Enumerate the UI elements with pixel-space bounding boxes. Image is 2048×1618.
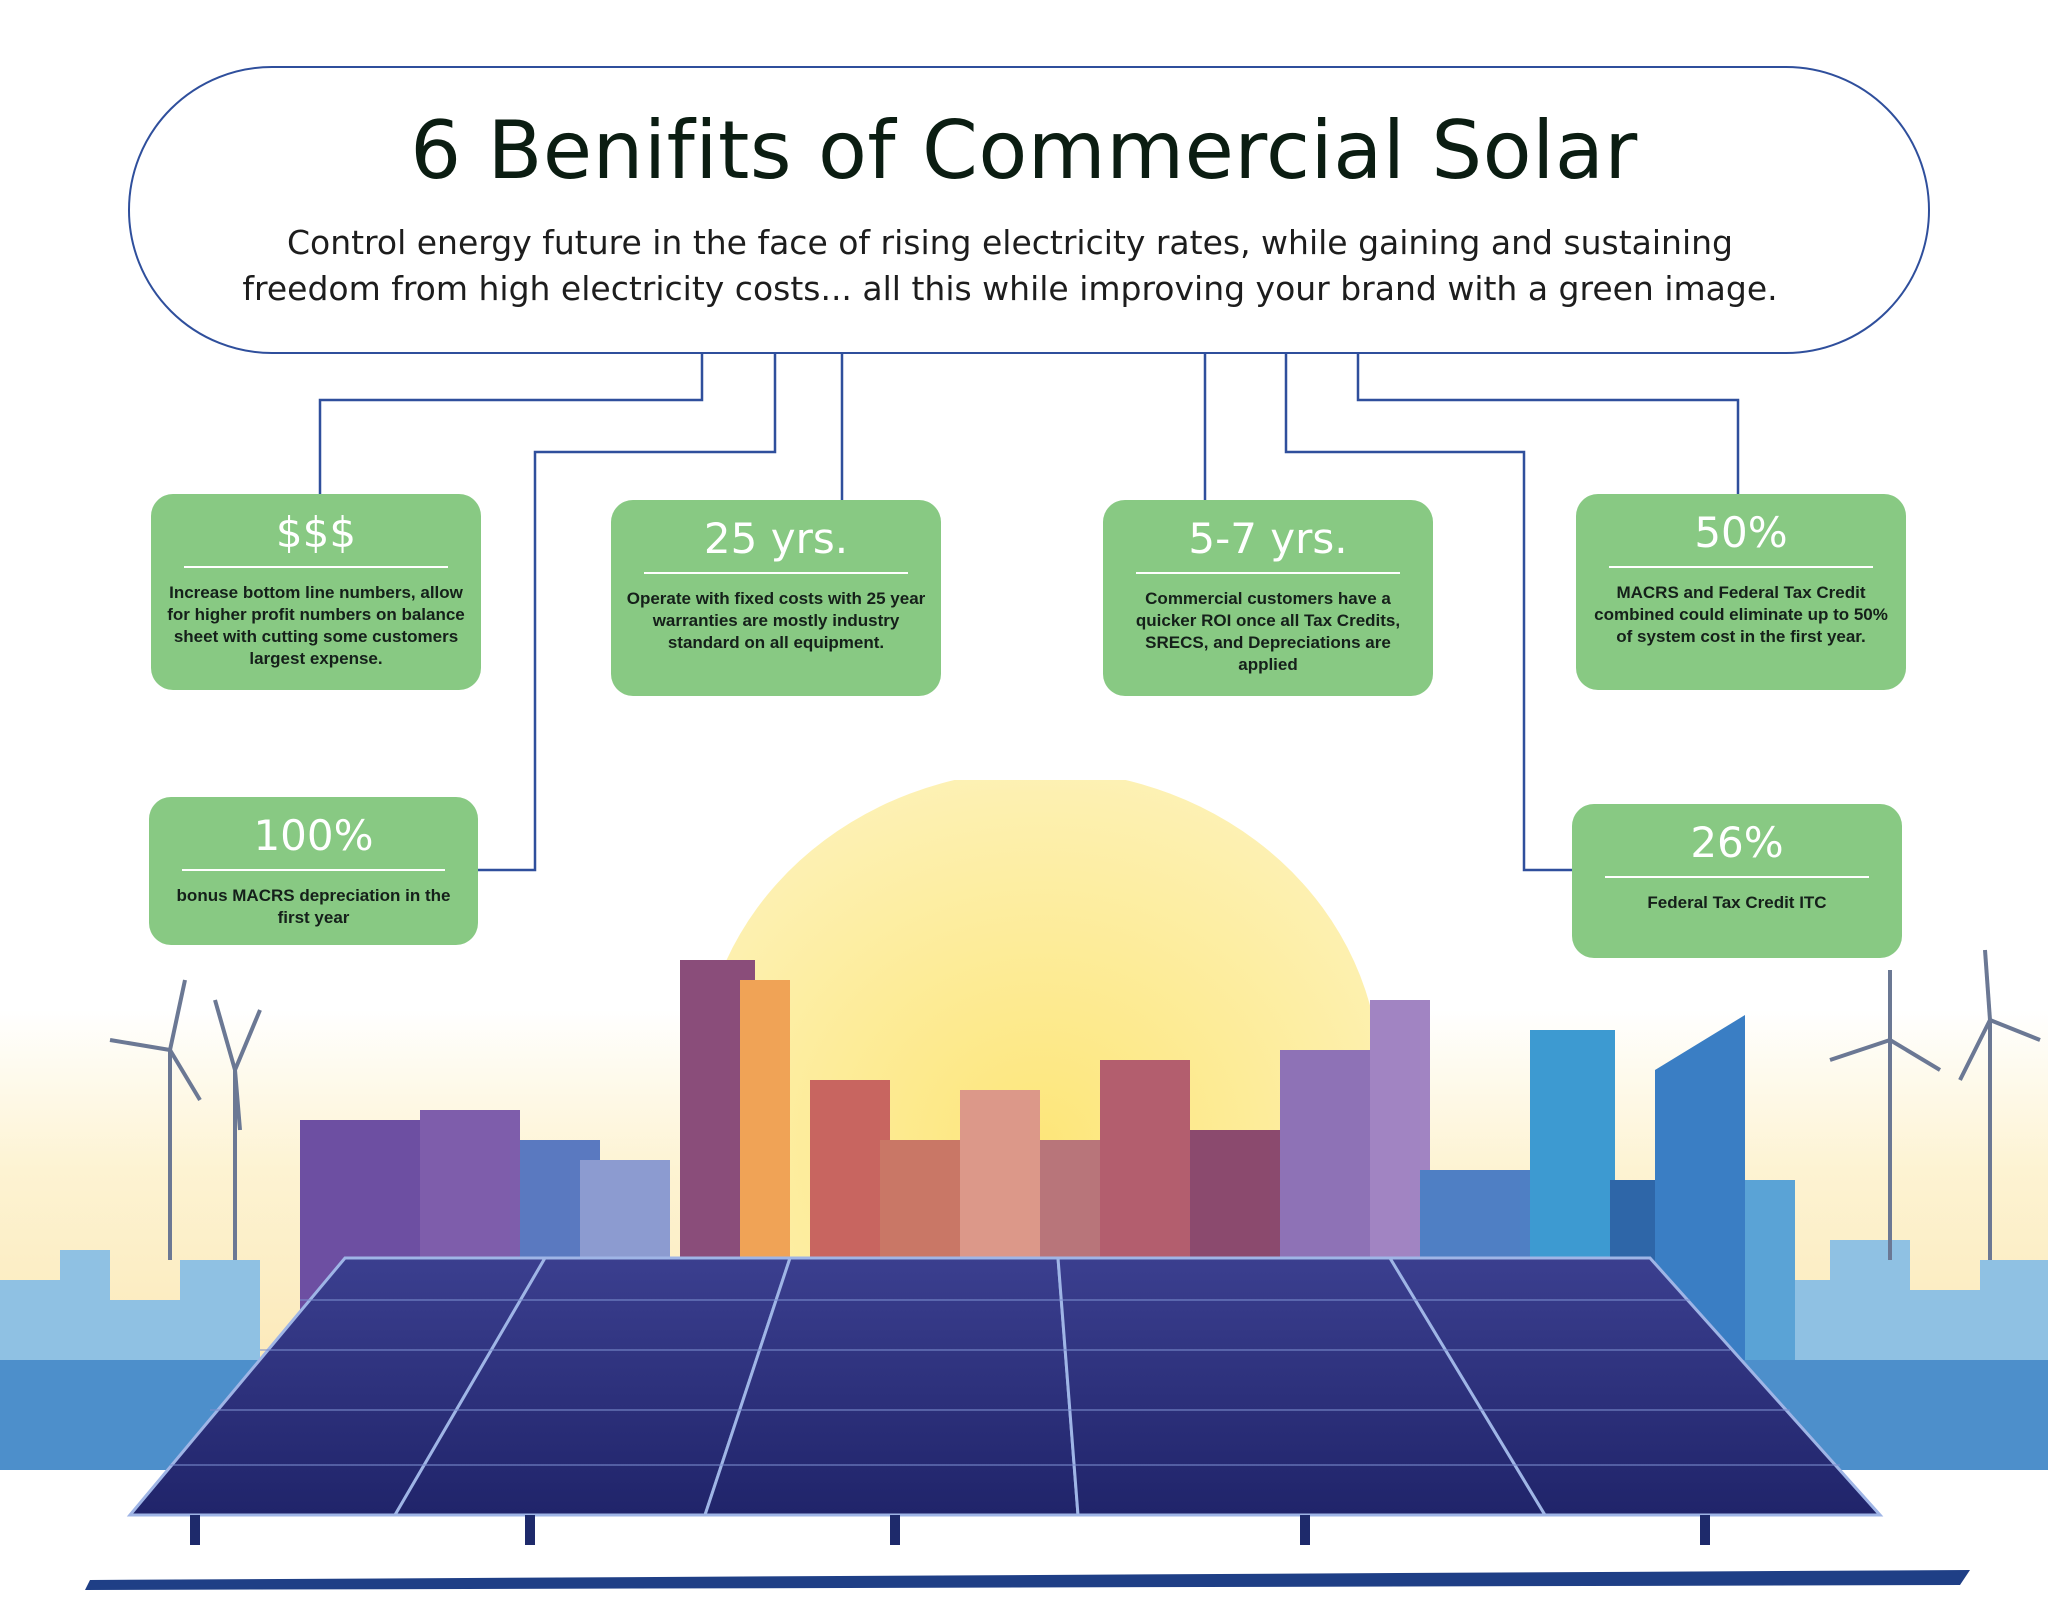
benefit-description: Federal Tax Credit ITC [1647, 893, 1827, 912]
benefit-stat: 26% [1690, 818, 1784, 867]
benefit-card-savings: $$$ Increase bottom line numbers, allow … [151, 494, 481, 690]
benefit-stat: 100% [253, 811, 374, 860]
benefit-card-roi: 5-7 yrs. Commercial customers have a qui… [1103, 500, 1433, 696]
benefit-stat: 50% [1694, 508, 1788, 557]
benefit-stat: 5-7 yrs. [1188, 514, 1348, 563]
benefit-card-cost-reduction: 50% MACRS and Federal Tax Credit combine… [1576, 494, 1906, 690]
ground-strip [85, 1570, 1970, 1590]
page-title: 6 Benifits of Commercial Solar [410, 104, 1638, 197]
card-divider [1136, 572, 1400, 574]
benefit-description: Commercial customers have a quicker ROI … [1135, 589, 1401, 674]
benefit-stat: $$$ [275, 508, 357, 557]
benefit-description: Increase bottom line numbers, allow for … [167, 583, 465, 668]
header-pill [128, 66, 1930, 354]
panel-grid-lines [170, 1299, 1840, 1466]
solar-panel-array [126, 1256, 1884, 1517]
benefit-card-warranty: 25 yrs. Operate with fixed costs with 25… [611, 500, 941, 696]
card-divider [184, 566, 448, 568]
benefit-card-tax-credit: 26% Federal Tax Credit ITC [1572, 804, 1902, 958]
page-subtitle: Control energy future in the face of ris… [242, 223, 1778, 308]
benefit-description: Operate with fixed costs with 25 year wa… [626, 589, 926, 652]
benefit-stat: 25 yrs. [703, 514, 849, 563]
panel-supports [190, 1515, 1710, 1545]
wind-turbines-right [1829, 949, 2041, 1260]
city-skyline-illustration [0, 780, 2048, 1590]
benefit-card-depreciation: 100% bonus MACRS depreciation in the fir… [149, 797, 478, 945]
card-divider [181, 869, 446, 871]
benefit-description: bonus MACRS depreciation in the first ye… [176, 886, 451, 927]
card-divider [644, 572, 908, 574]
benefit-description: MACRS and Federal Tax Credit combined co… [1594, 583, 1888, 646]
card-divider [1605, 876, 1869, 878]
card-divider [1609, 566, 1873, 568]
wind-turbines-left [109, 979, 262, 1260]
